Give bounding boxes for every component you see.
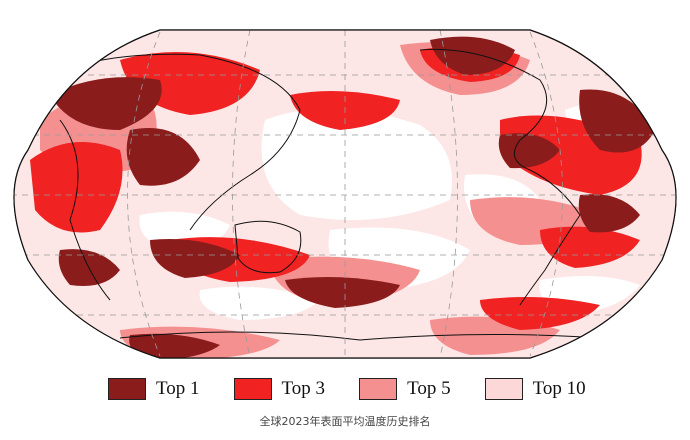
- legend-swatch: [359, 378, 398, 400]
- legend-label: Top 1: [156, 378, 200, 399]
- figure-caption: 全球2023年表面平均温度历史排名: [259, 415, 431, 428]
- legend-item-top-1: Top 1: [108, 378, 200, 400]
- coastline-antarctica: [119, 331, 601, 341]
- legend-swatch: [233, 378, 272, 400]
- coastline-americas: [419, 48, 581, 306]
- legend-label: Top 5: [407, 378, 451, 399]
- coastline-asia: [39, 53, 301, 301]
- legend-item-top-3: Top 3: [233, 378, 326, 400]
- legend-label: Top 3: [281, 378, 326, 399]
- legend-item-top-10: Top 10: [484, 378, 586, 400]
- legend-swatch: [484, 378, 523, 400]
- legend-swatch: [108, 378, 146, 400]
- legend-item-top-5: Top 5: [359, 378, 451, 400]
- graticule: [14, 30, 676, 358]
- legend-label: Top 10: [532, 378, 586, 399]
- map-legend: Top 1 Top 3 Top 5 Top 10: [108, 376, 628, 402]
